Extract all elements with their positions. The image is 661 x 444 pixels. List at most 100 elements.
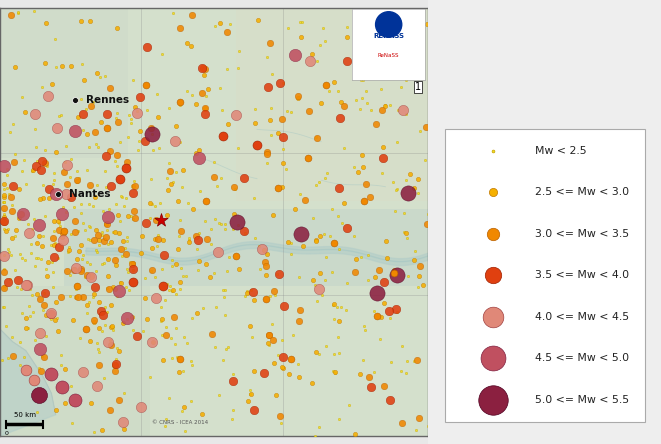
Point: [196, 90, 207, 97]
Point: [110, 157, 120, 164]
Point: [88, 293, 98, 301]
Point: [422, 221, 432, 228]
Point: [341, 307, 352, 314]
Point: [209, 269, 219, 276]
Point: [299, 196, 310, 203]
Point: [200, 111, 210, 118]
Point: [79, 76, 90, 83]
Point: [102, 226, 112, 233]
Point: [84, 144, 95, 151]
Point: [398, 28, 408, 35]
Point: [379, 103, 390, 110]
Point: [400, 369, 410, 377]
Point: [315, 42, 325, 49]
Point: [102, 272, 113, 279]
Point: [191, 100, 202, 107]
Point: [0, 194, 9, 201]
Point: [64, 292, 75, 299]
Point: [320, 81, 330, 88]
Point: [219, 293, 229, 301]
Point: [341, 34, 352, 41]
Point: [376, 85, 387, 92]
Point: [98, 259, 109, 266]
Point: [338, 200, 349, 207]
Point: [262, 148, 272, 155]
Point: [409, 357, 420, 364]
Point: [76, 266, 87, 273]
Point: [112, 152, 122, 159]
Point: [488, 355, 499, 362]
Point: [163, 186, 173, 194]
Point: [362, 99, 372, 107]
Point: [72, 227, 83, 234]
Point: [65, 174, 75, 181]
Point: [182, 39, 192, 46]
Point: [314, 350, 325, 357]
Point: [350, 431, 360, 438]
Point: [286, 251, 297, 258]
Point: [48, 284, 59, 291]
Point: [161, 211, 172, 218]
Point: [242, 287, 253, 294]
Point: [164, 286, 175, 293]
Point: [293, 273, 304, 280]
Point: [26, 241, 36, 248]
Point: [88, 202, 98, 210]
Point: [149, 274, 160, 281]
Point: [37, 83, 48, 91]
Point: [371, 313, 382, 320]
Point: [311, 348, 321, 355]
Point: [260, 296, 271, 303]
Point: [75, 293, 86, 300]
Point: [180, 427, 191, 434]
Point: [128, 178, 139, 185]
Point: [168, 286, 178, 293]
Point: [47, 258, 58, 265]
Point: [152, 91, 163, 98]
Point: [179, 333, 190, 340]
Point: [175, 356, 185, 363]
Point: [36, 166, 46, 173]
Point: [247, 333, 257, 341]
Point: [171, 123, 181, 130]
Point: [309, 432, 320, 440]
Point: [175, 139, 185, 146]
Text: Mw < 2.5: Mw < 2.5: [535, 146, 587, 156]
Point: [148, 338, 159, 345]
Point: [8, 182, 19, 190]
Point: [274, 270, 285, 278]
Point: [304, 108, 315, 115]
Point: [31, 255, 42, 262]
Point: [49, 170, 59, 177]
Point: [30, 110, 40, 117]
Point: [278, 159, 289, 166]
Point: [153, 231, 163, 238]
Point: [0, 251, 9, 258]
Point: [314, 285, 325, 292]
Point: [57, 383, 67, 390]
Point: [110, 367, 120, 374]
Point: [65, 155, 76, 163]
Point: [31, 143, 42, 151]
Point: [100, 321, 110, 328]
Point: [89, 291, 99, 298]
Point: [368, 308, 379, 315]
Point: [254, 266, 265, 273]
Point: [65, 63, 76, 70]
Point: [147, 266, 157, 274]
Point: [182, 340, 192, 347]
Point: [415, 127, 426, 135]
Point: [276, 363, 287, 370]
Point: [192, 236, 203, 243]
Point: [104, 285, 114, 293]
Point: [104, 85, 115, 92]
Point: [253, 16, 263, 24]
Point: [7, 235, 18, 242]
Point: [371, 121, 381, 128]
Point: [68, 267, 79, 274]
Point: [200, 105, 211, 112]
Point: [224, 253, 235, 260]
Point: [119, 425, 130, 432]
Point: [249, 105, 260, 112]
Point: [266, 321, 277, 328]
